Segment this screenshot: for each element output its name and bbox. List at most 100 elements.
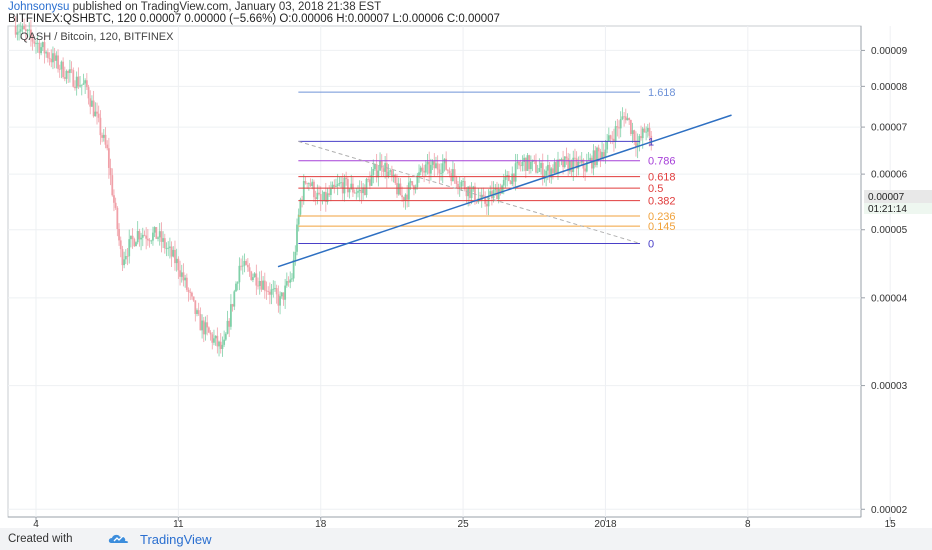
fib-level-label: 0.236 [648, 211, 676, 223]
candle-body [514, 163, 517, 182]
candle-body [523, 157, 526, 162]
candle-body [80, 84, 83, 86]
candle-body [377, 170, 380, 178]
candle-body [275, 288, 278, 295]
candle-body [52, 53, 54, 63]
candle-body [623, 116, 625, 118]
candle-body [460, 181, 463, 187]
candle-body [270, 289, 273, 295]
candle-body [84, 80, 87, 84]
candle-body [226, 320, 229, 334]
candle-body [565, 156, 568, 159]
candle-body [389, 170, 392, 172]
candle-body [335, 185, 337, 187]
candle-body [160, 231, 163, 242]
candle-body [204, 322, 207, 335]
candle-body [482, 194, 485, 197]
candles [14, 16, 653, 357]
candle-body [260, 280, 263, 290]
candle-body [63, 77, 66, 79]
candle-body [328, 193, 331, 195]
dashed-diagonal-line[interactable] [298, 140, 641, 244]
candle-body [265, 290, 268, 292]
candle-body [26, 30, 29, 31]
candle-body [499, 188, 502, 194]
candle-body [119, 240, 122, 250]
candle-body [570, 160, 573, 173]
candle-body [624, 116, 627, 121]
candle-body [555, 162, 558, 173]
candle-body [285, 281, 288, 286]
candle-body [150, 240, 153, 242]
candle-body [65, 71, 68, 79]
trendline[interactable] [277, 114, 732, 268]
candle-body [360, 189, 363, 194]
candle-body [123, 259, 126, 266]
y-tick-label: 0.00004 [871, 293, 908, 304]
candle-body [413, 185, 415, 190]
plot-area [7, 25, 862, 518]
x-tick-label: 8 [745, 519, 751, 528]
candle-body [296, 224, 298, 252]
candle-body [55, 55, 58, 61]
candle-body [509, 180, 512, 185]
candle-body [363, 187, 366, 196]
candle-body [362, 187, 364, 194]
candle-body [155, 227, 158, 239]
candle-body [182, 272, 185, 281]
candle-body [19, 29, 22, 32]
candle-body [396, 183, 398, 195]
candle-body [240, 265, 242, 267]
candle-body [36, 42, 39, 44]
candle-body [87, 87, 90, 99]
candle-body [592, 150, 595, 169]
footer: Created with TradingView [0, 528, 932, 550]
candle-body [28, 29, 31, 31]
candle-body [416, 175, 419, 187]
candle-body [602, 152, 605, 157]
candle-body [238, 265, 241, 283]
candle-body [384, 163, 387, 172]
y-tick-label: 0.00007 [871, 123, 908, 134]
candle-body [446, 169, 449, 171]
candle-body [452, 169, 454, 182]
candle-body [241, 265, 244, 267]
candle-body [646, 127, 649, 132]
candle-body [370, 174, 373, 186]
candle-body [538, 168, 541, 172]
candle-body [287, 281, 290, 283]
candle-body [302, 180, 305, 201]
candle-body [424, 164, 427, 173]
candle-body [323, 191, 326, 201]
candle-body [343, 177, 346, 194]
candle-body [638, 136, 641, 144]
candle-body [74, 86, 76, 89]
tradingview-brand-link[interactable]: TradingView [140, 532, 212, 547]
author-link[interactable]: Johnsonysu [8, 1, 70, 13]
candle-body [114, 202, 117, 208]
candle-body [62, 61, 65, 78]
candle-body [513, 173, 515, 182]
candle-body [585, 161, 588, 172]
candle-body [14, 26, 17, 35]
candle-body [382, 168, 385, 172]
candle-body [597, 147, 600, 152]
candle-body [141, 234, 144, 238]
candle-body [58, 68, 61, 70]
candle-body [557, 159, 559, 173]
candle-body [72, 70, 75, 87]
candle-body [91, 100, 93, 107]
candle-body [629, 120, 632, 135]
candle-body [529, 162, 532, 170]
candle-body [336, 184, 339, 186]
candle-body [67, 71, 70, 73]
candle-body [263, 280, 266, 291]
candle-body [572, 157, 575, 173]
candle-body [563, 156, 566, 168]
candle-body [355, 192, 358, 194]
candle-body [284, 285, 287, 300]
candle-body [207, 327, 210, 333]
candle-body [545, 170, 548, 176]
